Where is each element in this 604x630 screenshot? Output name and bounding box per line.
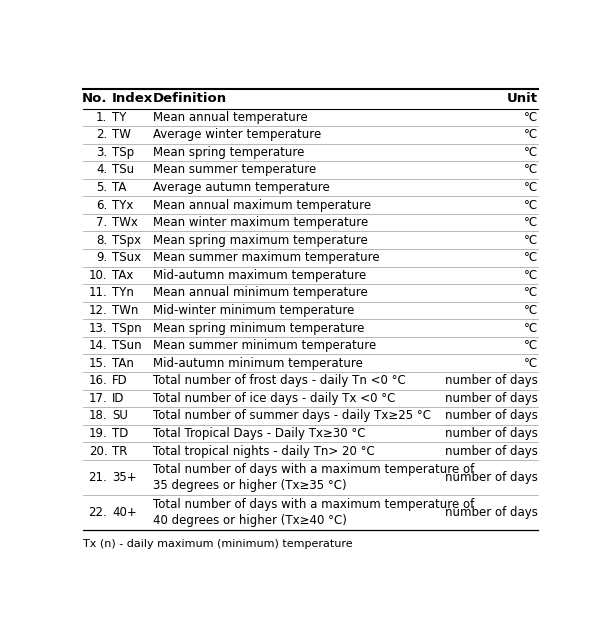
Text: No.: No. — [82, 93, 108, 105]
Text: °C: °C — [524, 111, 538, 123]
Text: °C: °C — [524, 198, 538, 212]
Text: Mean winter maximum temperature: Mean winter maximum temperature — [153, 216, 368, 229]
Text: TR: TR — [112, 445, 127, 457]
Text: TY: TY — [112, 111, 126, 123]
Text: TW: TW — [112, 129, 131, 141]
Text: °C: °C — [524, 339, 538, 352]
Text: 3.: 3. — [96, 146, 108, 159]
Text: 13.: 13. — [89, 321, 108, 335]
Text: 40 degrees or higher (Tx≥40 °C): 40 degrees or higher (Tx≥40 °C) — [153, 514, 347, 527]
Text: Mean annual temperature: Mean annual temperature — [153, 111, 307, 123]
Text: TAx: TAx — [112, 269, 133, 282]
Text: 19.: 19. — [89, 427, 108, 440]
Text: FD: FD — [112, 374, 128, 387]
Text: TYx: TYx — [112, 198, 133, 212]
Text: °C: °C — [524, 304, 538, 317]
Text: Total number of ice days - daily Tx <0 °C: Total number of ice days - daily Tx <0 °… — [153, 392, 395, 405]
Text: °C: °C — [524, 129, 538, 141]
Text: °C: °C — [524, 287, 538, 299]
Text: 9.: 9. — [96, 251, 108, 265]
Text: 16.: 16. — [89, 374, 108, 387]
Text: number of days: number of days — [445, 392, 538, 405]
Text: TA: TA — [112, 181, 126, 194]
Text: Definition: Definition — [153, 93, 227, 105]
Text: number of days: number of days — [445, 506, 538, 519]
Text: SU: SU — [112, 410, 128, 423]
Text: °C: °C — [524, 269, 538, 282]
Text: Mid-autumn maximum temperature: Mid-autumn maximum temperature — [153, 269, 366, 282]
Text: °C: °C — [524, 181, 538, 194]
Text: 35 degrees or higher (Tx≥35 °C): 35 degrees or higher (Tx≥35 °C) — [153, 479, 346, 491]
Text: Mid-autumn minimum temperature: Mid-autumn minimum temperature — [153, 357, 362, 370]
Text: Mean spring maximum temperature: Mean spring maximum temperature — [153, 234, 367, 247]
Text: 20.: 20. — [89, 445, 108, 457]
Text: 21.: 21. — [89, 471, 108, 484]
Text: Mean summer minimum temperature: Mean summer minimum temperature — [153, 339, 376, 352]
Text: °C: °C — [524, 234, 538, 247]
Text: ID: ID — [112, 392, 124, 405]
Text: 12.: 12. — [89, 304, 108, 317]
Text: Total number of days with a maximum temperature of: Total number of days with a maximum temp… — [153, 498, 474, 512]
Text: °C: °C — [524, 357, 538, 370]
Text: Mean annual maximum temperature: Mean annual maximum temperature — [153, 198, 371, 212]
Text: °C: °C — [524, 216, 538, 229]
Text: Index: Index — [112, 93, 153, 105]
Text: TD: TD — [112, 427, 129, 440]
Text: TSux: TSux — [112, 251, 141, 265]
Text: °C: °C — [524, 251, 538, 265]
Text: TSu: TSu — [112, 164, 134, 176]
Text: 35+: 35+ — [112, 471, 137, 484]
Text: 11.: 11. — [89, 287, 108, 299]
Text: Unit: Unit — [507, 93, 538, 105]
Text: Total number of days with a maximum temperature of: Total number of days with a maximum temp… — [153, 463, 474, 476]
Text: Mid-winter minimum temperature: Mid-winter minimum temperature — [153, 304, 354, 317]
Text: Average autumn temperature: Average autumn temperature — [153, 181, 330, 194]
Text: 7.: 7. — [96, 216, 108, 229]
Text: Tx (n) - daily maximum (minimum) temperature: Tx (n) - daily maximum (minimum) tempera… — [83, 539, 352, 549]
Text: Mean spring temperature: Mean spring temperature — [153, 146, 304, 159]
Text: °C: °C — [524, 164, 538, 176]
Text: Mean summer temperature: Mean summer temperature — [153, 164, 316, 176]
Text: Total number of summer days - daily Tx≥25 °C: Total number of summer days - daily Tx≥2… — [153, 410, 431, 423]
Text: number of days: number of days — [445, 471, 538, 484]
Text: 5.: 5. — [96, 181, 108, 194]
Text: 17.: 17. — [89, 392, 108, 405]
Text: Total number of frost days - daily Tn <0 °C: Total number of frost days - daily Tn <0… — [153, 374, 405, 387]
Text: 8.: 8. — [96, 234, 108, 247]
Text: Total tropical nights - daily Tn> 20 °C: Total tropical nights - daily Tn> 20 °C — [153, 445, 374, 457]
Text: number of days: number of days — [445, 427, 538, 440]
Text: 10.: 10. — [89, 269, 108, 282]
Text: 15.: 15. — [89, 357, 108, 370]
Text: TSp: TSp — [112, 146, 134, 159]
Text: TSun: TSun — [112, 339, 141, 352]
Text: Mean summer maximum temperature: Mean summer maximum temperature — [153, 251, 379, 265]
Text: Mean spring minimum temperature: Mean spring minimum temperature — [153, 321, 364, 335]
Text: °C: °C — [524, 321, 538, 335]
Text: TYn: TYn — [112, 287, 134, 299]
Text: 22.: 22. — [89, 506, 108, 519]
Text: 14.: 14. — [89, 339, 108, 352]
Text: 18.: 18. — [89, 410, 108, 423]
Text: number of days: number of days — [445, 445, 538, 457]
Text: TAn: TAn — [112, 357, 134, 370]
Text: TSpx: TSpx — [112, 234, 141, 247]
Text: °C: °C — [524, 146, 538, 159]
Text: Total Tropical Days - Daily Tx≥30 °C: Total Tropical Days - Daily Tx≥30 °C — [153, 427, 365, 440]
Text: TWx: TWx — [112, 216, 138, 229]
Text: 1.: 1. — [96, 111, 108, 123]
Text: 2.: 2. — [96, 129, 108, 141]
Text: 4.: 4. — [96, 164, 108, 176]
Text: 6.: 6. — [96, 198, 108, 212]
Text: TWn: TWn — [112, 304, 138, 317]
Text: Average winter temperature: Average winter temperature — [153, 129, 321, 141]
Text: number of days: number of days — [445, 410, 538, 423]
Text: TSpn: TSpn — [112, 321, 141, 335]
Text: Mean annual minimum temperature: Mean annual minimum temperature — [153, 287, 367, 299]
Text: number of days: number of days — [445, 374, 538, 387]
Text: 40+: 40+ — [112, 506, 137, 519]
